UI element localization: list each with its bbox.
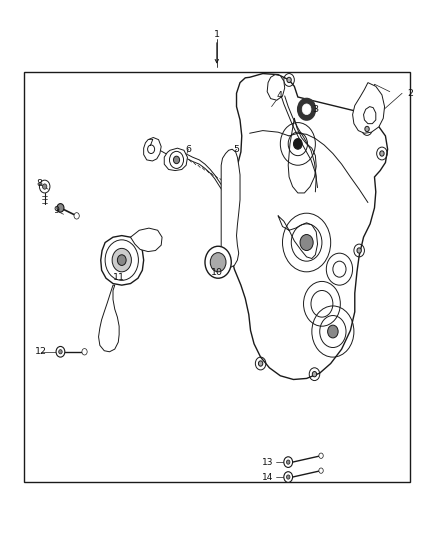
Polygon shape: [227, 74, 388, 379]
Polygon shape: [221, 149, 240, 268]
Text: 8: 8: [36, 180, 42, 188]
Polygon shape: [144, 138, 161, 161]
Circle shape: [328, 325, 338, 338]
Circle shape: [286, 475, 290, 479]
Polygon shape: [99, 285, 119, 352]
Circle shape: [300, 235, 313, 251]
Circle shape: [357, 248, 361, 253]
Circle shape: [284, 457, 293, 467]
Polygon shape: [164, 148, 187, 171]
Circle shape: [56, 346, 65, 357]
Circle shape: [258, 361, 263, 366]
Circle shape: [74, 213, 79, 219]
Text: 9: 9: [53, 206, 59, 215]
Text: 3: 3: [312, 105, 318, 114]
Circle shape: [286, 460, 290, 464]
Text: 13: 13: [262, 458, 274, 466]
Circle shape: [57, 204, 64, 212]
Text: 6: 6: [185, 145, 191, 154]
Circle shape: [287, 77, 291, 83]
Circle shape: [319, 468, 323, 473]
Circle shape: [319, 453, 323, 458]
Polygon shape: [267, 75, 285, 100]
Circle shape: [365, 126, 369, 132]
Bar: [24, 72, 410, 482]
Circle shape: [42, 184, 47, 189]
Circle shape: [284, 472, 293, 482]
Text: 4: 4: [276, 92, 283, 100]
Circle shape: [117, 255, 126, 265]
Text: 1: 1: [214, 30, 220, 39]
Text: 2: 2: [407, 89, 413, 98]
Text: 11: 11: [113, 273, 125, 281]
Circle shape: [302, 104, 311, 115]
Text: 5: 5: [233, 145, 240, 154]
Circle shape: [112, 248, 131, 272]
Polygon shape: [101, 236, 144, 285]
Text: 10: 10: [211, 269, 223, 277]
Text: 12: 12: [35, 348, 47, 356]
Circle shape: [82, 349, 87, 355]
Polygon shape: [131, 228, 162, 252]
Circle shape: [210, 253, 226, 272]
Circle shape: [293, 139, 302, 149]
Circle shape: [59, 350, 62, 354]
Polygon shape: [364, 107, 376, 124]
Circle shape: [205, 246, 231, 278]
Text: 7: 7: [147, 140, 153, 148]
Circle shape: [380, 151, 384, 156]
Circle shape: [173, 156, 180, 164]
Circle shape: [298, 99, 315, 120]
Circle shape: [312, 372, 317, 377]
Circle shape: [105, 240, 138, 280]
Text: 14: 14: [262, 473, 274, 481]
Polygon shape: [353, 83, 385, 133]
